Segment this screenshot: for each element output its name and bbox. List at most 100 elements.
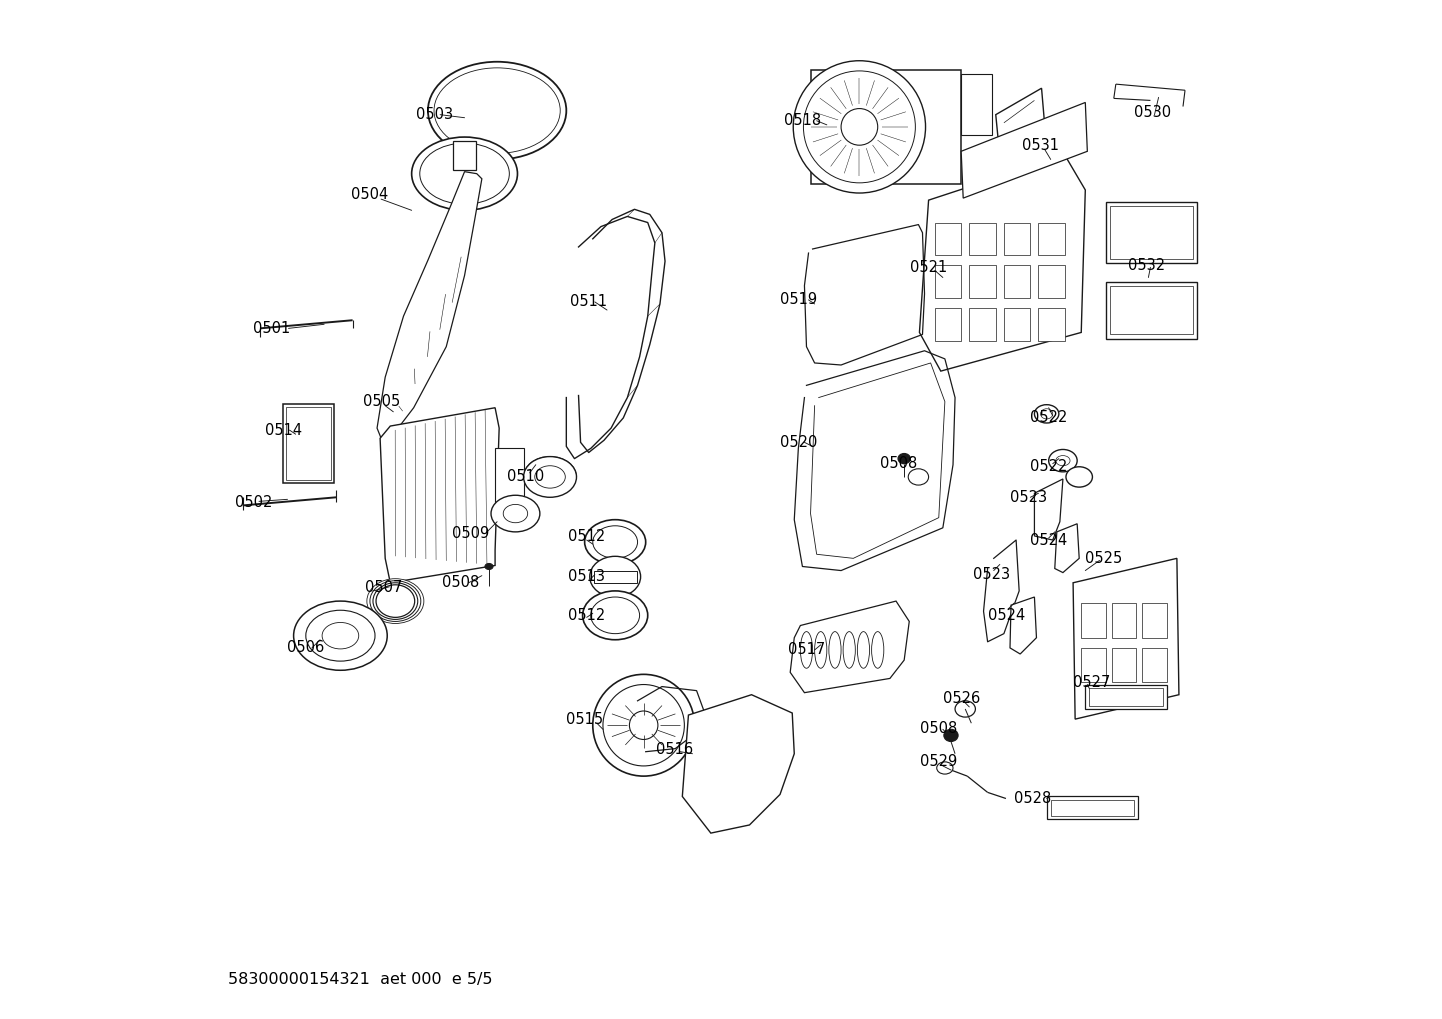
Polygon shape: [376, 171, 482, 443]
Ellipse shape: [366, 579, 424, 624]
Bar: [1142, 603, 1167, 638]
Text: 0501: 0501: [252, 321, 290, 336]
Ellipse shape: [898, 453, 910, 464]
Ellipse shape: [371, 581, 421, 622]
Text: 0523: 0523: [973, 568, 1011, 582]
Text: 0503: 0503: [415, 107, 453, 122]
Ellipse shape: [485, 564, 493, 570]
Ellipse shape: [871, 632, 884, 668]
Bar: [962, 74, 992, 136]
Bar: [969, 308, 996, 340]
Text: 0526: 0526: [943, 691, 981, 706]
Bar: [1004, 308, 1031, 340]
Polygon shape: [1054, 524, 1079, 573]
Ellipse shape: [803, 71, 916, 182]
Bar: [969, 265, 996, 298]
Text: 0523: 0523: [1009, 490, 1047, 504]
Bar: [284, 404, 335, 483]
Text: 0516: 0516: [656, 742, 694, 757]
Bar: [1038, 265, 1066, 298]
Ellipse shape: [844, 632, 855, 668]
Ellipse shape: [593, 675, 695, 776]
Text: 0505: 0505: [363, 394, 399, 410]
Text: 0524: 0524: [1031, 533, 1067, 547]
Ellipse shape: [294, 601, 388, 671]
Text: 0527: 0527: [1073, 675, 1110, 690]
Ellipse shape: [503, 504, 528, 523]
Text: 0512: 0512: [568, 607, 606, 623]
Ellipse shape: [593, 526, 637, 558]
Ellipse shape: [523, 457, 577, 497]
Ellipse shape: [420, 143, 509, 204]
Text: 0508: 0508: [920, 720, 957, 736]
Polygon shape: [920, 155, 1086, 371]
Text: 0522: 0522: [1031, 460, 1067, 474]
Bar: [934, 308, 962, 340]
Ellipse shape: [603, 685, 685, 766]
Bar: [1110, 285, 1193, 334]
Ellipse shape: [584, 520, 646, 565]
Bar: [1082, 648, 1106, 683]
Ellipse shape: [376, 585, 415, 618]
Bar: [969, 222, 996, 255]
Ellipse shape: [829, 632, 841, 668]
Polygon shape: [1009, 597, 1037, 654]
Bar: [1110, 206, 1193, 259]
Text: 0512: 0512: [568, 530, 606, 544]
Ellipse shape: [955, 701, 975, 717]
Bar: [594, 571, 636, 583]
Polygon shape: [682, 695, 795, 834]
Ellipse shape: [1034, 405, 1058, 423]
Polygon shape: [962, 103, 1087, 198]
Text: 0507: 0507: [365, 581, 402, 595]
Text: 0529: 0529: [920, 754, 957, 769]
Text: 0525: 0525: [1086, 551, 1122, 566]
Text: 58300000154321  aet 000  e 5/5: 58300000154321 aet 000 e 5/5: [228, 972, 493, 986]
Bar: [1004, 222, 1031, 255]
Bar: [1038, 222, 1066, 255]
Ellipse shape: [858, 632, 870, 668]
Text: 0532: 0532: [1128, 258, 1165, 273]
Ellipse shape: [815, 632, 826, 668]
Polygon shape: [790, 601, 910, 693]
Text: 0521: 0521: [910, 260, 947, 275]
Text: 0515: 0515: [567, 711, 603, 727]
Polygon shape: [996, 89, 1048, 198]
Bar: [1086, 685, 1167, 709]
Text: 0508: 0508: [880, 457, 917, 471]
Bar: [1089, 688, 1162, 706]
Ellipse shape: [590, 556, 640, 597]
Text: 0520: 0520: [780, 435, 818, 449]
Ellipse shape: [945, 730, 957, 742]
Bar: [1106, 202, 1197, 263]
Text: 0524: 0524: [988, 607, 1025, 623]
Ellipse shape: [411, 137, 518, 210]
Bar: [453, 141, 476, 169]
Ellipse shape: [793, 61, 926, 193]
Ellipse shape: [583, 591, 647, 640]
Bar: [1047, 797, 1138, 819]
Polygon shape: [1073, 558, 1180, 719]
Bar: [1082, 603, 1106, 638]
Text: 0519: 0519: [780, 292, 818, 308]
Text: 0531: 0531: [1022, 138, 1060, 153]
Ellipse shape: [908, 469, 929, 485]
Ellipse shape: [937, 762, 953, 774]
Bar: [1112, 603, 1136, 638]
Text: 0513: 0513: [568, 570, 606, 584]
Ellipse shape: [1048, 449, 1077, 472]
Bar: [1038, 308, 1066, 340]
Ellipse shape: [306, 610, 375, 661]
Bar: [1112, 648, 1136, 683]
Bar: [1004, 265, 1031, 298]
Ellipse shape: [800, 632, 813, 668]
Ellipse shape: [535, 466, 565, 488]
Text: 0510: 0510: [508, 470, 545, 484]
Bar: [934, 222, 962, 255]
Ellipse shape: [428, 62, 567, 159]
Ellipse shape: [629, 711, 658, 740]
Ellipse shape: [1041, 409, 1053, 419]
Text: 0518: 0518: [784, 113, 820, 128]
Polygon shape: [381, 408, 499, 583]
Ellipse shape: [492, 495, 539, 532]
